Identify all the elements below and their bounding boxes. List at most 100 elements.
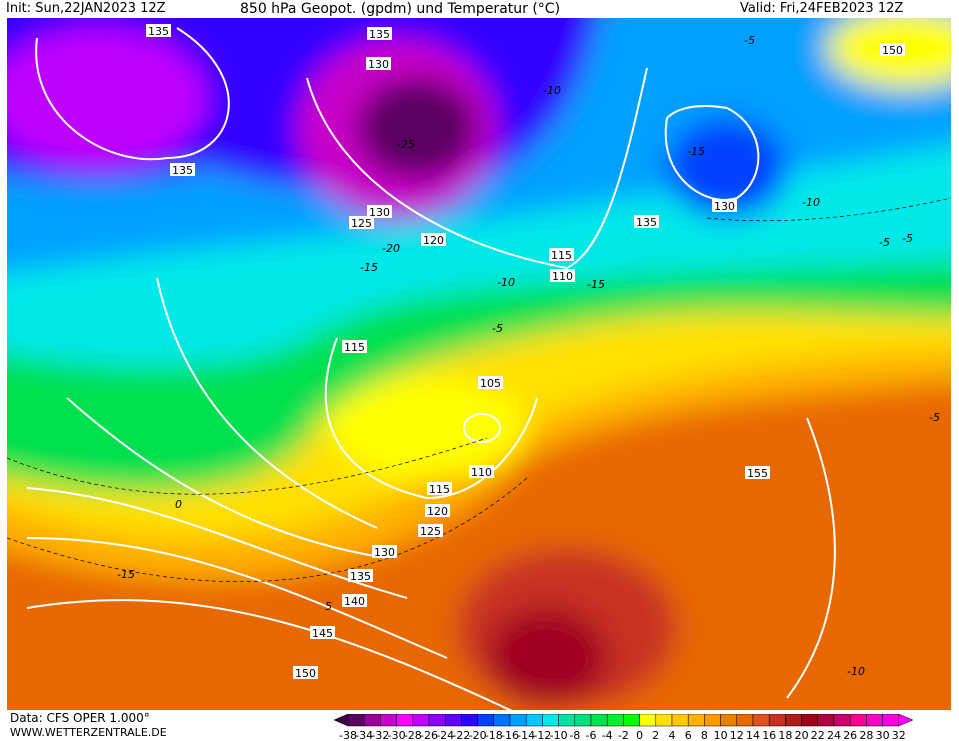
colorbar-tick-label: 32 <box>892 729 906 741</box>
colorbar-tick-label: -14 <box>517 729 535 741</box>
colorbar-tick-label: -10 <box>550 729 568 741</box>
temperature-label: -5 <box>744 34 755 47</box>
temperature-label: -25 <box>397 138 415 151</box>
colorbar-tick-label: 14 <box>746 729 760 741</box>
colorbar-swatch <box>493 714 511 727</box>
geopotential-label-box <box>418 524 443 537</box>
colorbar-swatch <box>785 714 802 727</box>
colorbar-swatch <box>606 714 624 727</box>
geopotential-label: 150 <box>882 44 903 57</box>
geopotential-label: 125 <box>351 217 372 230</box>
colorbar-swatch <box>704 714 721 727</box>
data-source: Data: CFS OPER 1.000° <box>10 711 150 725</box>
geopotential-label-box <box>634 215 659 228</box>
colorbar-swatch <box>639 714 657 727</box>
colorbar-tick-label: 20 <box>795 729 809 741</box>
colorbar-tick-label: -18 <box>485 729 503 741</box>
geopotential-label: 120 <box>427 505 448 518</box>
temperature-label: -5 <box>929 411 940 424</box>
colorbar-swatch <box>655 714 673 727</box>
geopotential-label-box <box>372 545 397 558</box>
valid-time: Valid: Fri,24FEB2023 12Z <box>740 1 904 16</box>
temperature-label: -20 <box>382 242 400 255</box>
colorbar-tick-label: -2 <box>618 729 629 741</box>
temperature-label: -10 <box>847 665 865 678</box>
temperature-label: 5 <box>325 600 332 613</box>
footer: Data: CFS OPER 1.000° WWW.WETTERZENTRALE… <box>0 710 959 741</box>
colorbar-swatch <box>817 714 835 727</box>
colorbar-swatch <box>833 714 851 727</box>
colorbar-tick-label: -6 <box>586 729 597 741</box>
colorbar-swatch <box>671 714 689 727</box>
geopotential-label: 130 <box>369 206 390 219</box>
geopotential-label-box <box>469 465 494 478</box>
colorbar-swatch <box>444 714 462 727</box>
map-title: 850 hPa Geopot. (gpdm) und Temperatur (°… <box>240 1 561 17</box>
temperature-field <box>7 18 951 710</box>
colorbar-tick-label: 4 <box>669 729 676 741</box>
colorbar-tick-label: -30 <box>388 729 406 741</box>
geopotential-label-box <box>425 504 450 517</box>
colorbar-tick-label: -8 <box>569 729 580 741</box>
colorbar-high-arrow <box>898 714 914 727</box>
colorbar-tick-label: 6 <box>685 729 692 741</box>
colorbar-swatch <box>590 714 608 727</box>
colorbar-tick-label: -12 <box>533 729 551 741</box>
header: Init: Sun,22JAN2023 12Z 850 hPa Geopot. … <box>0 0 959 18</box>
geopotential-label-box <box>367 27 392 40</box>
geopotential-label: 130 <box>368 58 389 71</box>
colorbar-tick-label: -4 <box>602 729 613 741</box>
colorbar-swatch <box>752 714 770 727</box>
temperature-label: -10 <box>497 276 515 289</box>
geopotential-label: 130 <box>714 200 735 213</box>
colorbar-swatch <box>477 714 495 727</box>
colorbar-tick-label: 8 <box>701 729 708 741</box>
geopotential-label-box <box>549 248 574 261</box>
temperature-label: -10 <box>543 84 561 97</box>
geopotential-label: 135 <box>636 216 657 229</box>
temperature-label: -5 <box>879 236 890 249</box>
colorbar-tick-label: 10 <box>714 729 728 741</box>
colorbar-tick-label: 24 <box>827 729 841 741</box>
colorbar-tick-label: -26 <box>420 729 438 741</box>
geopotential-label: 135 <box>369 28 390 41</box>
colorbar-swatch <box>363 714 381 727</box>
colorbar-swatch <box>623 714 640 727</box>
geopotential-label-box <box>342 340 367 353</box>
colorbar-tick-label: -28 <box>404 729 422 741</box>
geopotential-label: 125 <box>420 525 441 538</box>
temperature-label: 0 <box>175 498 182 511</box>
colorbar-swatch <box>558 714 576 727</box>
weather-map: 135 1351301501351301351301251201151101151… <box>7 18 951 710</box>
colorbar-tick-label: -34 <box>355 729 373 741</box>
colorbar-tick-label: 2 <box>652 729 659 741</box>
colorbar-swatch <box>866 714 883 727</box>
colorbar-swatch <box>396 714 414 727</box>
geopotential-label: 135 <box>350 570 371 583</box>
colorbar-tick-label: -38 <box>339 729 357 741</box>
colorbar-tick-label: -22 <box>452 729 470 741</box>
colorbar-swatch <box>542 714 559 727</box>
geopotential-label: 135 <box>148 25 169 38</box>
colorbar-tick-label: -20 <box>469 729 487 741</box>
geopotential-label-box <box>146 24 171 37</box>
colorbar-tick-label: 26 <box>843 729 857 741</box>
geopotential-label-box <box>293 666 318 679</box>
colorbar-swatch <box>412 714 430 727</box>
temperature-label: -5 <box>902 232 913 245</box>
geopotential-label-box <box>427 482 452 495</box>
geopotential-label-box <box>478 376 503 389</box>
temperature-label: -15 <box>360 261 378 274</box>
geopotential-label-box <box>342 594 367 607</box>
temperature-contours <box>7 197 951 583</box>
colorbar-tick-label: -16 <box>501 729 519 741</box>
colorbar-tick-label: 28 <box>859 729 873 741</box>
geopotential-label: 110 <box>552 270 573 283</box>
geopotential-label-box <box>550 269 575 282</box>
colorbar-swatch <box>574 714 592 727</box>
website: WWW.WETTERZENTRALE.DE <box>10 726 167 739</box>
geopotential-label-box <box>366 57 391 70</box>
geopotential-contours <box>26 27 836 710</box>
colorbar-tick-label: 16 <box>762 729 776 741</box>
colorbar-swatch <box>347 714 365 727</box>
